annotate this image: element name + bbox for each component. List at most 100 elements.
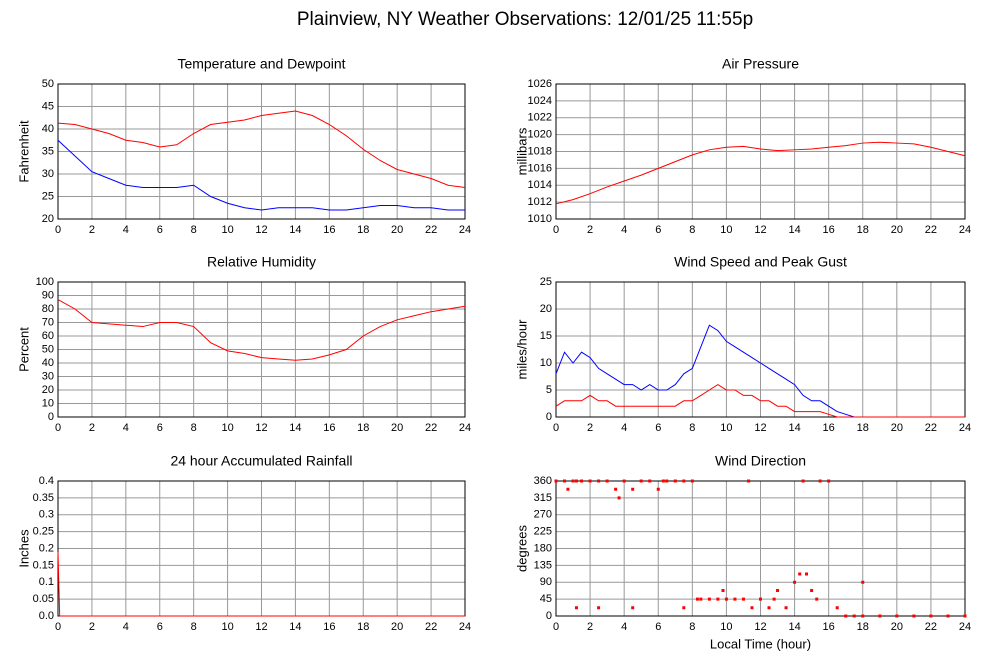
data-point <box>852 614 856 618</box>
chart-title: Air Pressure <box>722 56 799 72</box>
x-tick-label: 10 <box>221 224 233 236</box>
x-tick-label: 20 <box>391 422 403 434</box>
x-tick-label: 16 <box>823 422 835 434</box>
x-tick-label: 14 <box>788 621 800 633</box>
x-tick-label: 4 <box>621 422 627 434</box>
y-tick-label: 225 <box>534 526 552 538</box>
x-tick-label: 10 <box>720 422 732 434</box>
x-tick-label: 10 <box>221 422 233 434</box>
x-tick-label: 2 <box>587 224 593 236</box>
x-tick-label: 16 <box>823 621 835 633</box>
y-tick-label: 50 <box>42 78 54 90</box>
x-tick-label: 12 <box>255 224 267 236</box>
x-tick-label: 6 <box>157 422 163 434</box>
data-point <box>690 479 694 483</box>
x-tick-label: 4 <box>123 422 129 434</box>
y-tick-label: 0.15 <box>33 559 54 571</box>
data-point <box>721 589 725 592</box>
data-point <box>798 572 802 576</box>
x-tick-label: 18 <box>857 224 869 236</box>
data-point <box>815 597 819 601</box>
y-tick-label: 0 <box>546 411 552 423</box>
x-tick-label: 18 <box>857 422 869 434</box>
x-tick-label: 12 <box>255 422 267 434</box>
x-tick-label: 24 <box>959 224 971 236</box>
x-tick-label: 18 <box>357 621 369 633</box>
data-point <box>665 479 669 483</box>
x-tick-label: 4 <box>621 621 627 633</box>
y-tick-label: 360 <box>534 475 552 487</box>
data-point <box>878 614 882 618</box>
y-tick-label: 25 <box>540 276 552 288</box>
y-tick-label: 100 <box>36 276 54 288</box>
y-axis-label: Inches <box>16 529 31 568</box>
data-point <box>784 606 788 610</box>
y-tick-label: 0 <box>546 610 552 622</box>
data-point <box>707 597 711 601</box>
y-tick-label: 1026 <box>528 78 552 90</box>
chart-title: Wind Speed and Peak Gust <box>674 254 847 270</box>
x-tick-label: 2 <box>89 224 95 236</box>
x-tick-label: 22 <box>425 621 437 633</box>
x-tick-label: 10 <box>221 621 233 633</box>
x-tick-label: 10 <box>720 224 732 236</box>
data-point <box>631 606 635 610</box>
y-tick-label: 0.1 <box>39 576 54 588</box>
y-tick-label: 1022 <box>528 112 552 124</box>
y-axis-label: Fahrenheit <box>16 120 31 183</box>
x-tick-label: 14 <box>289 621 301 633</box>
x-tick-label: 14 <box>788 224 800 236</box>
y-tick-label: 0.3 <box>39 509 54 521</box>
x-tick-label: 22 <box>925 621 937 633</box>
y-tick-label: 180 <box>534 542 552 554</box>
y-tick-label: 1016 <box>528 162 552 174</box>
data-point <box>929 614 933 618</box>
x-tick-label: 4 <box>123 224 129 236</box>
data-point <box>861 614 865 618</box>
y-tick-label: 90 <box>42 289 54 301</box>
x-tick-label: 24 <box>959 621 971 633</box>
x-tick-label: 12 <box>754 224 766 236</box>
x-tick-label: 24 <box>959 422 971 434</box>
y-tick-label: 1012 <box>528 196 552 208</box>
x-tick-label: 20 <box>391 621 403 633</box>
x-tick-label: 22 <box>425 224 437 236</box>
y-tick-label: 20 <box>540 303 552 315</box>
data-point <box>772 597 776 601</box>
data-point <box>614 487 618 491</box>
data-point <box>759 597 762 601</box>
data-point <box>571 479 575 483</box>
y-tick-label: 10 <box>540 357 552 369</box>
x-tick-label: 6 <box>655 422 661 434</box>
y-tick-label: 5 <box>546 384 552 396</box>
x-tick-label: 20 <box>891 422 903 434</box>
data-point <box>605 479 609 483</box>
x-tick-label: 8 <box>689 621 695 633</box>
y-tick-label: 40 <box>42 357 54 369</box>
data-line <box>555 141 966 205</box>
x-tick-label: 4 <box>621 224 627 236</box>
data-point <box>597 479 601 483</box>
data-point <box>673 479 677 483</box>
x-tick-label: 6 <box>157 224 163 236</box>
data-point <box>648 479 652 483</box>
y-axis-label: degrees <box>514 525 529 572</box>
y-tick-label: 30 <box>42 168 54 180</box>
plot-frame <box>57 281 466 418</box>
x-tick-label: 14 <box>289 224 301 236</box>
data-line <box>57 551 465 617</box>
data-point <box>588 479 592 483</box>
y-tick-label: 270 <box>534 509 552 521</box>
y-tick-label: 0 <box>48 411 54 423</box>
data-point <box>741 597 745 601</box>
data-point <box>699 597 703 601</box>
y-tick-label: 1020 <box>528 129 552 141</box>
x-tick-label: 24 <box>459 224 471 236</box>
x-tick-label: 8 <box>191 224 197 236</box>
data-point <box>566 487 570 491</box>
y-tick-label: 20 <box>42 384 54 396</box>
x-tick-label: 14 <box>788 422 800 434</box>
plot-frame <box>555 480 966 617</box>
y-tick-label: 50 <box>42 343 54 355</box>
